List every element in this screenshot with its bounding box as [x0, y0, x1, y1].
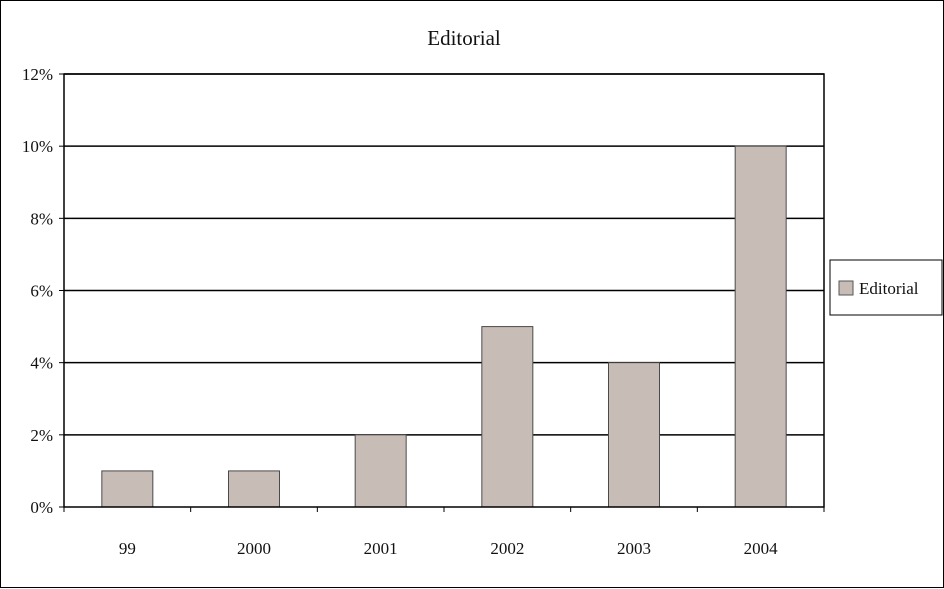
- y-tick-label: 0%: [30, 498, 53, 517]
- y-tick-label: 6%: [30, 282, 53, 301]
- y-tick-label: 12%: [22, 65, 53, 84]
- bar: [101, 470, 154, 508]
- x-tick-label: 99: [119, 539, 136, 558]
- gridlines: [64, 73, 824, 436]
- y-tick-label: 10%: [22, 137, 53, 156]
- x-tick-label: 2004: [744, 539, 779, 558]
- bar: [481, 326, 534, 508]
- bar: [228, 470, 280, 508]
- bar: [354, 434, 407, 508]
- bar: [734, 145, 787, 508]
- y-tick-labels: 0% 2% 4% 6% 8% 10% 12%: [22, 65, 53, 517]
- y-tick-label: 8%: [30, 209, 53, 228]
- x-tick-label: 2000: [237, 539, 271, 558]
- x-tick-label: 2001: [364, 539, 398, 558]
- x-tick-label: 2002: [490, 539, 524, 558]
- y-tick-label: 2%: [30, 426, 53, 445]
- legend-swatch: [838, 280, 854, 296]
- y-tick-label: 4%: [30, 354, 53, 373]
- legend-label: Editorial: [859, 279, 919, 298]
- x-tick-labels: 99 2000 2001 2002 2003 2004: [119, 539, 778, 558]
- axes: [59, 73, 825, 512]
- chart-title: Editorial: [427, 26, 501, 50]
- x-tick-label: 2003: [617, 539, 651, 558]
- bar: [608, 362, 660, 508]
- bar-series: [101, 145, 787, 508]
- legend: Editorial: [829, 259, 943, 316]
